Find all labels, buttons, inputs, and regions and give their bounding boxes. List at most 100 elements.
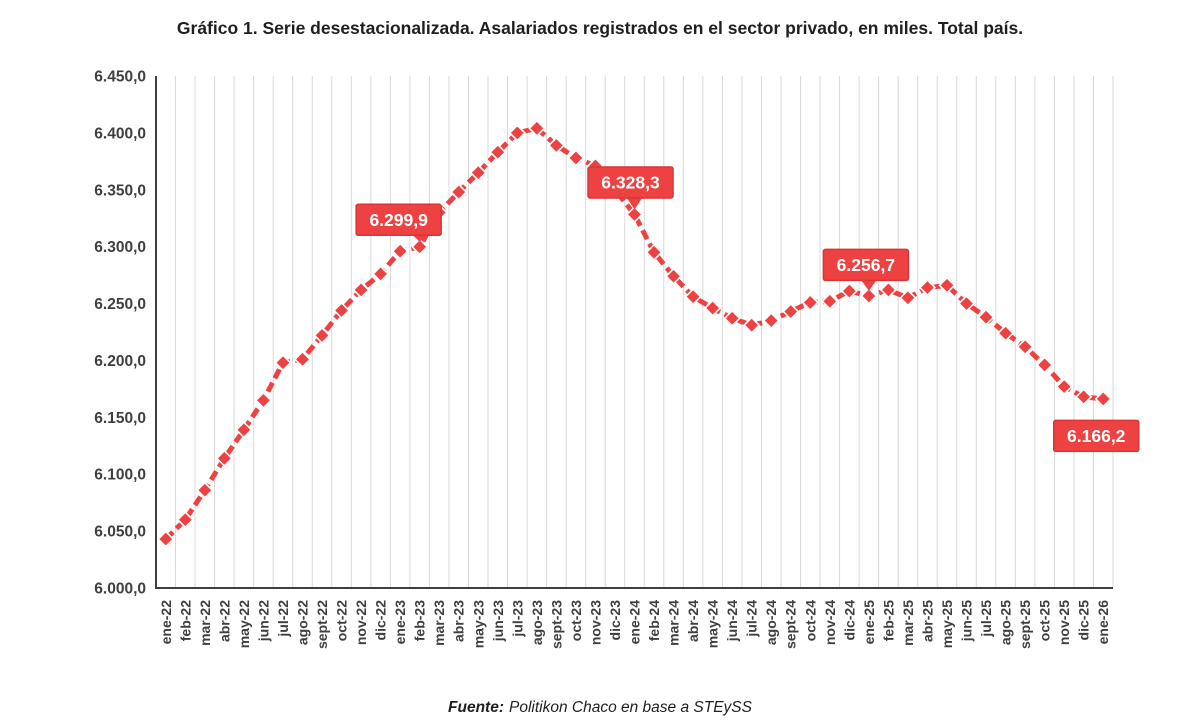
- data-point-marker: [391, 242, 409, 260]
- data-point-marker: [840, 282, 858, 300]
- data-point-marker: [977, 308, 995, 326]
- callout-box: [1052, 419, 1140, 453]
- data-point-marker: [196, 481, 214, 499]
- data-point-marker: [469, 164, 487, 182]
- x-tick-label: ene-23: [392, 600, 408, 645]
- footer-source: Fuente: Politikon Chaco en base a STEySS: [0, 699, 1200, 717]
- x-tick-label: jun-24: [724, 600, 740, 642]
- data-label-callout: 6.256,7: [822, 248, 910, 291]
- data-point-marker: [918, 278, 937, 297]
- callout-value: 6.299,9: [369, 210, 428, 230]
- data-point-marker: [801, 293, 819, 312]
- data-point-marker: [450, 183, 468, 201]
- data-point-marker: [1075, 388, 1093, 406]
- x-tick-label: jun-23: [490, 600, 506, 642]
- data-point-marker: [645, 243, 663, 261]
- x-tick-label: sept-24: [783, 600, 799, 649]
- x-tick-label: may-24: [705, 600, 721, 648]
- x-tick-label: ago-22: [294, 600, 310, 645]
- x-tick-label: ene-24: [627, 600, 643, 645]
- data-point-marker: [411, 238, 429, 256]
- data-label-callout: 6.328,3: [587, 166, 674, 210]
- y-tick-label: 6.000,0: [94, 581, 146, 598]
- data-point-marker: [371, 265, 390, 283]
- x-tick-label: ago-23: [529, 600, 545, 645]
- x-tick-label: abr-22: [216, 600, 232, 642]
- x-tick-label: nov-23: [587, 600, 603, 645]
- data-point-marker: [293, 350, 312, 368]
- x-tick-label: oct-24: [802, 600, 818, 641]
- data-point-marker: [547, 136, 566, 155]
- x-tick-label: jun-25: [959, 600, 975, 642]
- x-tick-label: feb-22: [177, 600, 193, 641]
- x-tick-label: feb-24: [646, 600, 662, 641]
- x-tick-label: feb-25: [880, 600, 896, 641]
- x-tick-label: mar-25: [900, 600, 916, 646]
- x-tick-label: mar-22: [197, 600, 213, 646]
- x-tick-label: oct-25: [1037, 600, 1053, 641]
- data-point-marker: [625, 205, 644, 224]
- x-tick-label: nov-22: [353, 600, 369, 645]
- data-point-marker: [215, 449, 233, 467]
- x-tick-label: jul-25: [978, 600, 994, 638]
- x-tick-label: jul-23: [509, 600, 525, 638]
- data-point-marker: [313, 326, 331, 345]
- data-point-marker: [782, 302, 800, 321]
- x-tick-label: may-23: [470, 600, 486, 648]
- callout-value: 6.256,7: [837, 255, 895, 275]
- x-tick-label: sept-22: [314, 600, 330, 649]
- data-point-marker: [254, 391, 273, 409]
- data-point-marker: [684, 288, 702, 306]
- series-markers: [157, 119, 1112, 548]
- data-point-marker: [176, 511, 194, 529]
- x-tick-label: ago-24: [763, 600, 779, 645]
- y-tick-label: 6.050,0: [94, 524, 146, 541]
- callout-box: [587, 166, 674, 199]
- x-tick-label: jun-22: [255, 600, 271, 642]
- data-point-marker: [235, 421, 253, 439]
- data-point-marker: [743, 316, 761, 334]
- callout-pointer: [859, 278, 878, 291]
- data-point-marker: [860, 287, 878, 305]
- data-point-marker: [157, 530, 175, 548]
- data-point-marker: [332, 301, 351, 320]
- x-tick-label: may-25: [939, 600, 955, 648]
- x-tick-label: nov-24: [822, 600, 838, 645]
- callout-box: [355, 203, 442, 237]
- data-point-marker: [274, 354, 292, 372]
- x-tick-label: ago-25: [998, 600, 1014, 645]
- y-tick-label: 6.100,0: [94, 467, 146, 484]
- y-tick-label: 6.250,0: [94, 296, 146, 313]
- callout-value: 6.166,2: [1067, 426, 1126, 446]
- chart-svg: 6.000,0 6.050,0 6.100,0 6.150,0 6.200,0 6.250…: [94, 69, 1140, 649]
- x-tick-label: sept-23: [548, 600, 564, 649]
- x-tick-label: dic-24: [841, 600, 857, 641]
- y-tick-label: 6.200,0: [94, 353, 146, 370]
- data-point-marker: [762, 311, 780, 330]
- data-point-marker: [996, 324, 1015, 342]
- x-tick-label: may-22: [236, 600, 252, 648]
- data-point-marker: [879, 281, 898, 299]
- x-tick-label: abr-25: [919, 600, 935, 642]
- data-point-marker: [489, 143, 507, 161]
- x-tick-label: sept-25: [1017, 600, 1033, 649]
- x-axis-labels: ene-22 feb-22 mar-22 abr-22 may-22 jun-22 jul-…: [158, 600, 1111, 649]
- data-label-callout: 6.299,9: [355, 203, 442, 242]
- callout-box: [822, 248, 910, 282]
- data-point-marker: [703, 299, 722, 317]
- data-label-callout: 6.166,2: [1052, 419, 1140, 453]
- data-point-marker: [352, 281, 370, 299]
- x-tick-label: dic-22: [373, 600, 389, 641]
- gridlines: [175, 76, 1114, 588]
- x-tick-label: dic-23: [607, 600, 623, 641]
- x-tick-label: oct-22: [334, 600, 350, 641]
- data-labels: 6.299,9 6.328,3 6.256,7 6.166,2: [355, 166, 1140, 453]
- chart-title: Gráfico 1. Serie desestacionalizada. Asa…: [176, 18, 1024, 38]
- y-tick-label: 6.400,0: [94, 125, 146, 142]
- footer-source-text: Politikon Chaco en base a STEySS: [509, 699, 752, 716]
- data-point-marker: [957, 294, 976, 313]
- data-point-marker: [664, 267, 683, 285]
- data-point-marker: [723, 309, 741, 327]
- y-tick-label: 6.300,0: [94, 239, 146, 256]
- x-tick-label: ene-26: [1095, 600, 1111, 645]
